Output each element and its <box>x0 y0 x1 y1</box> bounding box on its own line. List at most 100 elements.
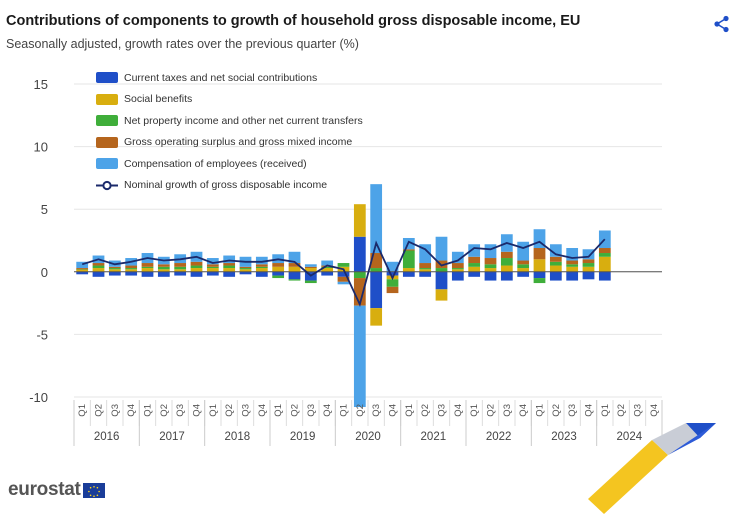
bar-property <box>174 266 187 270</box>
x-tick-label-year: 2024 <box>617 431 643 443</box>
bar-property <box>549 261 562 266</box>
bar-social <box>174 269 187 272</box>
y-tick-label: 0 <box>41 265 48 280</box>
bar-gos <box>468 256 481 264</box>
bar-social <box>125 269 138 272</box>
x-tick-label-quarter: Q2 <box>420 404 431 417</box>
bar-comp <box>288 251 301 264</box>
bar-social <box>549 265 562 272</box>
bar-social <box>108 269 121 272</box>
bar-property <box>419 268 432 270</box>
bar-taxes <box>484 271 497 281</box>
legend-item-property-income[interactable]: Net property income and other net curren… <box>96 110 363 132</box>
legend-item-social-benefits[interactable]: Social benefits <box>96 89 363 111</box>
bar-property <box>517 264 530 269</box>
bar-property <box>76 269 89 270</box>
legend-label-compensation: Compensation of employees (received) <box>124 157 307 170</box>
legend-item-nominal-growth[interactable]: Nominal growth of gross disposable incom… <box>96 175 363 197</box>
chart-title: Contributions of components to growth of… <box>6 13 581 29</box>
bar-property <box>451 268 464 270</box>
bar-taxes <box>337 271 350 277</box>
bar-social <box>500 265 513 272</box>
x-tick-label-quarter: Q4 <box>257 404 268 417</box>
x-tick-label-year: 2022 <box>486 431 512 443</box>
x-tick-label-quarter: Q1 <box>273 404 284 417</box>
bar-property <box>255 266 268 269</box>
bar-comp <box>435 236 448 261</box>
bar-comp <box>206 258 219 265</box>
x-tick-label-quarter: Q2 <box>159 404 170 417</box>
bar-social <box>451 269 464 272</box>
bar-property <box>223 265 236 269</box>
bar-comp <box>223 255 236 264</box>
bar-social <box>582 266 595 272</box>
bar-comp <box>419 244 432 264</box>
bar-gos <box>174 263 187 267</box>
bar-social <box>288 266 301 272</box>
bar-taxes <box>239 271 252 275</box>
eu-flag-icon <box>82 482 105 498</box>
bar-property <box>108 268 121 270</box>
bar-gos <box>386 286 399 294</box>
x-tick-label-year: 2021 <box>421 431 447 443</box>
bar-property <box>402 250 415 269</box>
legend-swatch-social-benefits <box>96 93 118 105</box>
x-tick-label-quarter: Q1 <box>469 404 480 417</box>
x-tick-label-quarter: Q3 <box>567 404 578 417</box>
bar-taxes <box>272 271 285 276</box>
bar-taxes <box>353 236 366 272</box>
chart-legend: Current taxes and net social contributio… <box>96 67 363 196</box>
legend-label-nominal-growth: Nominal growth of gross disposable incom… <box>124 179 328 192</box>
bar-social <box>157 269 170 272</box>
bar-property <box>190 265 203 269</box>
legend-label-property-income: Net property income and other net curren… <box>124 114 363 127</box>
bar-comp <box>337 281 350 285</box>
x-tick-label-quarter: Q3 <box>633 404 644 417</box>
bar-social <box>206 268 219 272</box>
bar-gos <box>549 256 562 262</box>
bar-gos <box>566 260 579 265</box>
bar-taxes <box>190 271 203 277</box>
bar-gos <box>598 248 611 254</box>
x-tick-label-quarter: Q3 <box>437 404 448 417</box>
x-tick-label-quarter: Q4 <box>453 404 464 417</box>
bar-comp <box>353 305 366 408</box>
bar-social <box>239 269 252 272</box>
x-tick-label-quarter: Q3 <box>502 404 513 417</box>
legend-label-taxes: Current taxes and net social contributio… <box>124 71 318 84</box>
y-tick-label: -5 <box>36 327 48 342</box>
bar-social <box>517 268 530 272</box>
x-tick-label-quarter: Q3 <box>306 404 317 417</box>
legend-swatch-taxes <box>96 72 118 84</box>
x-tick-label-quarter: Q2 <box>551 404 562 417</box>
legend-item-taxes[interactable]: Current taxes and net social contributio… <box>96 67 363 89</box>
bar-property <box>272 275 285 279</box>
bar-social <box>598 256 611 272</box>
legend-item-operating-surplus[interactable]: Gross operating surplus and gross mixed … <box>96 132 363 154</box>
x-tick-label-year: 2023 <box>551 431 577 443</box>
bar-taxes <box>402 271 415 277</box>
x-tick-label-quarter: Q4 <box>584 404 595 417</box>
bar-gos <box>206 264 219 267</box>
x-tick-label-quarter: Q2 <box>224 404 235 417</box>
bar-social <box>435 289 448 301</box>
bar-social <box>468 266 481 272</box>
bar-comp <box>549 244 562 257</box>
bar-comp <box>517 241 530 261</box>
x-tick-label-quarter: Q2 <box>616 404 627 417</box>
bar-taxes <box>517 271 530 277</box>
share-icon[interactable] <box>712 14 732 34</box>
x-tick-label-quarter: Q4 <box>388 404 399 417</box>
legend-item-compensation[interactable]: Compensation of employees (received) <box>96 153 363 175</box>
bar-property <box>582 263 595 267</box>
bar-taxes <box>76 271 89 275</box>
bar-gos <box>141 263 154 267</box>
bar-gos <box>255 264 268 267</box>
x-tick-label-quarter: Q2 <box>355 404 366 417</box>
bar-social <box>141 268 154 272</box>
bar-gos <box>157 264 170 267</box>
bar-taxes <box>92 271 105 277</box>
bar-comp <box>76 261 89 269</box>
